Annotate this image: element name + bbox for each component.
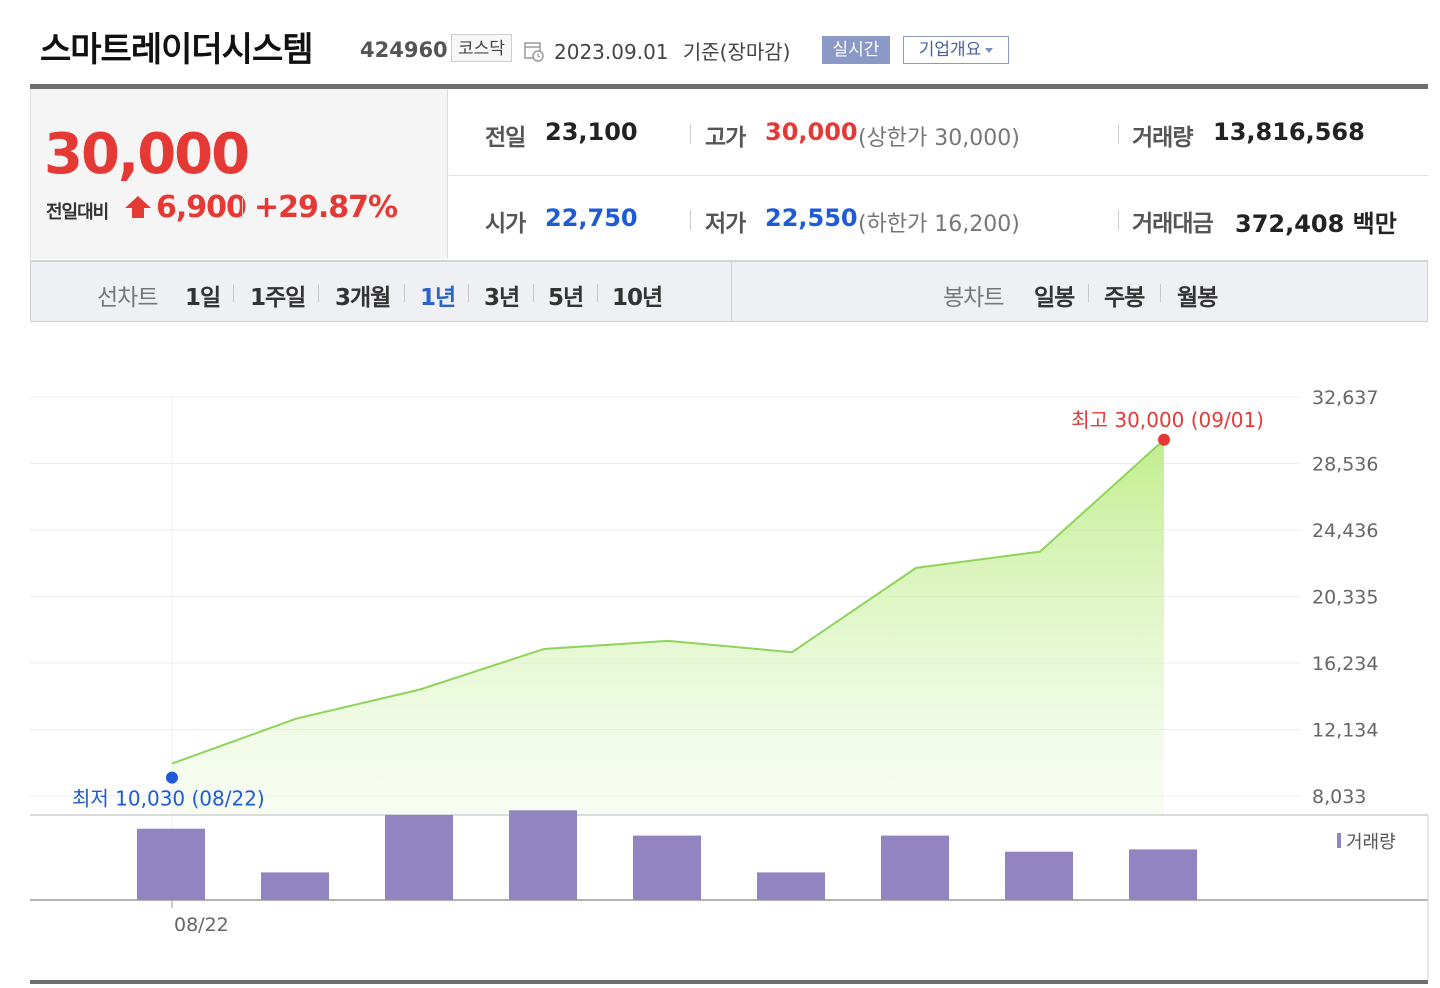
upper-limit: (상한가 30,000) <box>858 126 1020 151</box>
volume-bar <box>881 835 949 900</box>
period-3y[interactable]: 3년 <box>484 285 520 311</box>
caret-down-icon <box>985 47 994 53</box>
high-label: 고가 <box>705 125 746 151</box>
candle-weekly[interactable]: 주봉 <box>1104 285 1145 311</box>
high-value: 30,000 <box>765 118 858 146</box>
change-value: 6,900 <box>156 190 247 225</box>
stock-code: 424960 <box>360 38 448 62</box>
divider <box>468 284 469 302</box>
candle-chart-label: 봉차트 <box>943 285 1004 311</box>
volume-bar <box>633 835 701 900</box>
period-1w[interactable]: 1주일 <box>250 285 306 311</box>
amount-value: 372,408 백만 <box>1235 210 1397 238</box>
line-chart-label: 선차트 <box>97 285 158 311</box>
volume-bar <box>1129 849 1197 900</box>
open-value: 22,750 <box>545 204 638 232</box>
max-label: 최고 30,000 (09/01) <box>1071 408 1264 432</box>
date-basis: 기준(장마감) <box>682 40 791 64</box>
y-tick-label: 8,033 <box>1312 786 1366 808</box>
min-point <box>166 771 178 784</box>
divider <box>1160 284 1161 302</box>
period-3m[interactable]: 3개월 <box>335 285 391 311</box>
price-line <box>171 439 1165 765</box>
volume-label: 거래량 <box>1132 125 1193 151</box>
realtime-button[interactable]: 실시간 <box>822 36 890 64</box>
company-overview-dropdown[interactable]: 기업개요 <box>903 36 1009 64</box>
change-percent: +29.87% <box>254 190 398 225</box>
current-price: 30,000 <box>44 122 250 187</box>
volume-bar <box>261 872 329 900</box>
divider <box>690 124 691 144</box>
divider <box>233 284 234 302</box>
compare-label: 전일대비 <box>46 202 109 223</box>
divider <box>597 284 598 302</box>
volume-value: 13,816,568 <box>1213 118 1365 146</box>
divider <box>404 284 405 302</box>
chart-bottom-rule <box>30 980 1428 984</box>
prev-close-label: 전일 <box>485 125 526 151</box>
volume-bar <box>757 872 825 900</box>
y-tick-label: 20,335 <box>1312 587 1378 609</box>
up-arrow-icon <box>125 196 151 218</box>
divider <box>533 284 534 302</box>
period-bar-divider <box>731 262 732 322</box>
volume-legend-swatch <box>1337 833 1341 848</box>
candle-daily[interactable]: 일봉 <box>1034 285 1075 311</box>
open-label: 시가 <box>485 211 526 237</box>
period-bar <box>30 260 1428 322</box>
price-chart: 32,637 28,536 24,436 20,335 16,234 12,134 8,03… <box>30 387 1429 980</box>
candle-monthly[interactable]: 월봉 <box>1177 285 1218 311</box>
period-1d[interactable]: 1일 <box>185 285 221 311</box>
low-value: 22,550 <box>765 204 858 232</box>
divider <box>318 284 319 302</box>
volume-legend: 거래량 <box>1346 832 1396 853</box>
divider <box>1088 284 1089 302</box>
divider <box>690 210 691 230</box>
price-area <box>172 439 1164 814</box>
volume-bar <box>509 810 577 900</box>
divider <box>1118 124 1119 144</box>
y-tick-label: 24,436 <box>1312 520 1378 542</box>
stats-row-divider <box>449 175 1428 176</box>
low-label: 저가 <box>705 211 746 237</box>
period-1y[interactable]: 1년 <box>420 285 456 311</box>
period-5y[interactable]: 5년 <box>548 285 584 311</box>
lower-limit: (하한가 16,200) <box>858 212 1020 237</box>
calendar-clock-icon <box>524 42 544 62</box>
divider <box>1118 210 1119 230</box>
date-value: 2023.09.01 <box>554 40 669 64</box>
x-tick-label: 08/22 <box>174 914 229 936</box>
y-tick-label: 16,234 <box>1312 653 1378 675</box>
date-info: 2023.09.01 기준(장마감) <box>554 36 790 65</box>
y-tick-label: 32,637 <box>1312 387 1378 409</box>
divider <box>242 198 243 218</box>
y-tick-label: 12,134 <box>1312 720 1378 742</box>
prev-close-value: 23,100 <box>545 118 638 146</box>
market-badge: 코스닥 <box>451 34 512 62</box>
max-point <box>1158 433 1170 446</box>
y-tick-label: 28,536 <box>1312 454 1378 476</box>
summary-top-rule <box>30 84 1428 89</box>
min-label: 최저 10,030 (08/22) <box>72 787 265 811</box>
price-box <box>30 89 448 259</box>
volume-bar <box>137 828 205 900</box>
period-10y[interactable]: 10년 <box>612 285 663 311</box>
stock-name: 스마트레이더시스템 <box>40 30 314 70</box>
volume-bar <box>1005 851 1073 900</box>
company-overview-label: 기업개요 <box>918 40 982 60</box>
volume-bar <box>385 814 453 900</box>
amount-label: 거래대금 <box>1132 211 1214 237</box>
